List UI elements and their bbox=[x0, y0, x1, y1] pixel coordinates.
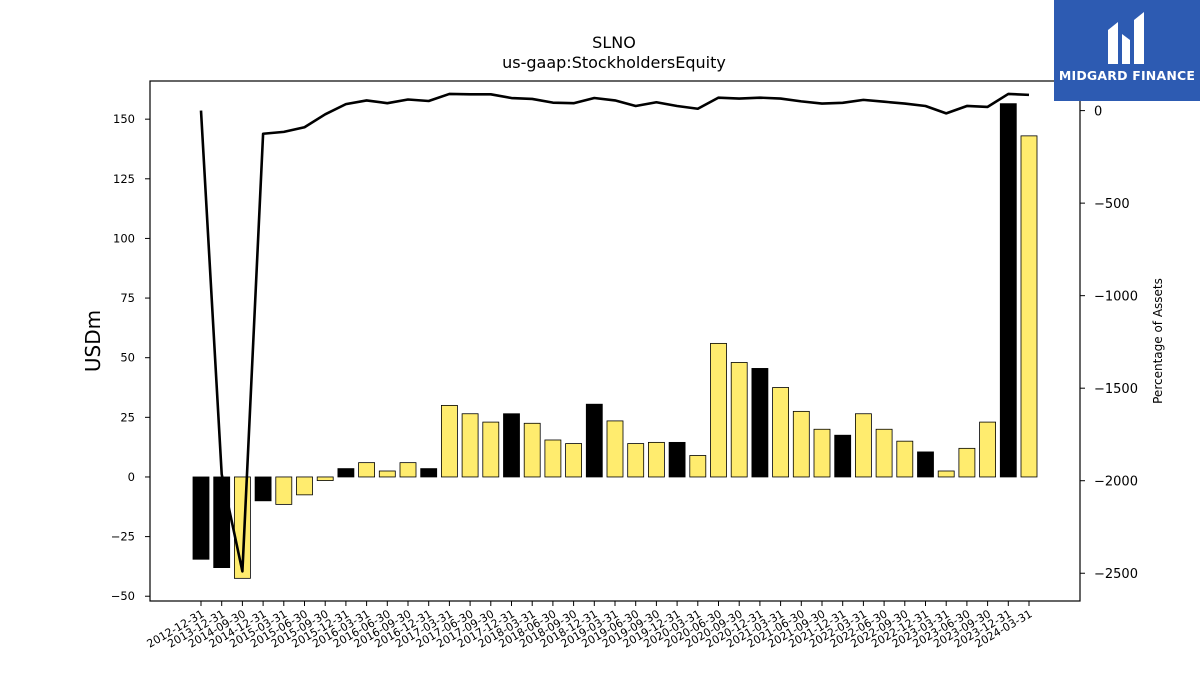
bars-group bbox=[192, 103, 1038, 579]
bar-2021-03-31 bbox=[772, 387, 789, 478]
y-tick-label: 100 bbox=[113, 231, 135, 245]
bar-2018-06-30 bbox=[544, 439, 562, 478]
bar-2018-09-30 bbox=[565, 443, 582, 478]
bar-2017-09-30 bbox=[482, 421, 500, 478]
bar-2021-06-30 bbox=[792, 410, 810, 478]
bar-2016-12-31 bbox=[420, 468, 438, 478]
percent-of-assets-line bbox=[199, 92, 1030, 573]
y-axis-label: USDm bbox=[81, 310, 105, 372]
bar-2017-03-31 bbox=[440, 404, 458, 478]
bar-2020-03-31 bbox=[689, 455, 707, 478]
bar-2016-09-30 bbox=[399, 462, 417, 478]
y-tick-label: 25 bbox=[120, 410, 135, 424]
y2-tick-label: −2000 bbox=[1094, 475, 1138, 490]
bar-2012-12-31 bbox=[192, 476, 210, 560]
chart-title: SLNO bbox=[592, 33, 636, 52]
bar-2021-09-30 bbox=[813, 428, 831, 478]
line-group bbox=[199, 92, 1030, 573]
bar-2015-06-30 bbox=[296, 476, 313, 496]
bar-2023-12-31 bbox=[999, 103, 1017, 478]
bar-2022-06-30 bbox=[875, 428, 893, 478]
y2-axis-label: Percentage of Assets bbox=[1151, 278, 1165, 404]
bar-2015-03-31 bbox=[275, 476, 293, 505]
bar-2015-12-31 bbox=[337, 468, 355, 478]
y-tick-label: −50 bbox=[111, 589, 135, 603]
plot-frame bbox=[149, 80, 1081, 602]
bar-2019-06-30 bbox=[627, 443, 645, 478]
y-tick-label: 150 bbox=[113, 112, 135, 126]
bar-2024-03-31 bbox=[1020, 135, 1038, 478]
y-tick-label: 75 bbox=[120, 291, 135, 305]
bar-2017-12-31 bbox=[503, 413, 520, 478]
bar-2018-12-31 bbox=[585, 403, 603, 478]
y-tick-label: 0 bbox=[128, 470, 135, 484]
bar-2021-12-31 bbox=[834, 434, 852, 478]
bar-2016-03-31 bbox=[358, 462, 376, 478]
logo-text: MIDGARD FINANCE bbox=[1058, 68, 1196, 83]
y-tick-label: 50 bbox=[120, 351, 135, 365]
bar-2014-12-31 bbox=[254, 476, 272, 502]
y-tick-label: −25 bbox=[111, 530, 135, 544]
left-axis: −50 −25 0 25 50 75 100 125 150 bbox=[111, 112, 150, 603]
bar-2023-09-30 bbox=[979, 421, 996, 478]
logo-mark-icon bbox=[1108, 12, 1144, 64]
bar-2018-03-31 bbox=[523, 422, 541, 478]
logo: MIDGARD FINANCE bbox=[1054, 0, 1200, 101]
bar-2017-06-30 bbox=[461, 413, 479, 478]
bar-2023-03-31 bbox=[937, 470, 955, 478]
bar-2013-12-31 bbox=[213, 476, 231, 568]
y2-tick-label: 0 bbox=[1094, 105, 1102, 120]
bar-2022-03-31 bbox=[855, 413, 872, 478]
bar-2019-09-30 bbox=[648, 441, 665, 478]
y2-tick-label: −2500 bbox=[1094, 567, 1138, 582]
bar-2020-12-31 bbox=[751, 368, 769, 478]
y2-tick-label: −1000 bbox=[1094, 290, 1138, 305]
bar-2022-09-30 bbox=[896, 440, 914, 478]
bar-2015-09-30 bbox=[316, 476, 334, 481]
bar-2019-03-31 bbox=[606, 420, 624, 478]
x-axis: 2012-12-312013-12-312014-09-302014-12-31… bbox=[145, 601, 1035, 651]
bar-2016-06-30 bbox=[378, 470, 396, 478]
chart-subtitle: us-gaap:StockholdersEquity bbox=[502, 53, 726, 72]
right-axis: −2500 −2000 −1500 −1000 −500 0 bbox=[1080, 105, 1138, 582]
y2-tick-label: −500 bbox=[1094, 197, 1130, 212]
bar-2023-06-30 bbox=[958, 447, 976, 478]
y2-tick-label: −1500 bbox=[1094, 382, 1138, 397]
y-tick-label: 125 bbox=[113, 172, 135, 186]
bar-2020-06-30 bbox=[710, 342, 727, 478]
bar-2022-12-31 bbox=[917, 451, 934, 478]
bar-2019-12-31 bbox=[668, 441, 686, 478]
bar-2020-09-30 bbox=[730, 362, 748, 478]
